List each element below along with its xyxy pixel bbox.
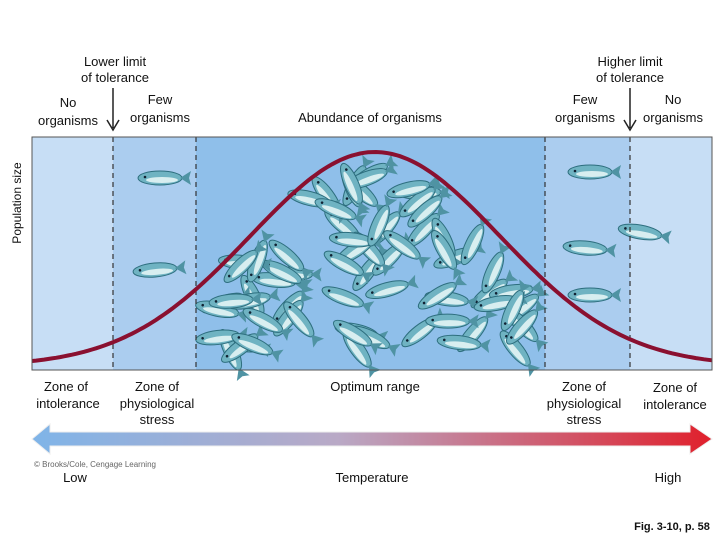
zone-label: Optimum range bbox=[330, 379, 420, 394]
x-high-label: High bbox=[655, 470, 682, 485]
fish bbox=[283, 301, 325, 348]
zone-label: Zone of intolerance bbox=[36, 379, 100, 411]
zone-label: Zone of intolerance bbox=[643, 380, 707, 412]
zone-label: Zone of physiological stress bbox=[547, 379, 622, 427]
fish bbox=[314, 198, 367, 228]
arrow-lower-limit bbox=[106, 88, 120, 132]
temperature-arrow bbox=[31, 422, 713, 456]
x-low-label: Low bbox=[63, 470, 87, 485]
fish bbox=[567, 164, 621, 180]
fish-group bbox=[132, 154, 672, 381]
fish bbox=[386, 175, 441, 199]
zone-left-intolerance bbox=[32, 137, 113, 370]
fish bbox=[425, 313, 479, 329]
fish bbox=[137, 170, 191, 186]
fish bbox=[323, 250, 375, 285]
fish bbox=[617, 223, 672, 245]
panel-border bbox=[31, 136, 713, 371]
fish bbox=[383, 230, 432, 269]
right-none-label: No organisms bbox=[643, 92, 703, 125]
fish bbox=[132, 260, 187, 278]
zone-label: Zone of physiological stress bbox=[120, 379, 195, 427]
fish bbox=[328, 231, 383, 250]
y-axis-label: Population size bbox=[10, 162, 24, 244]
higher-limit-label: Higher limit of tolerance bbox=[596, 54, 664, 85]
fish bbox=[407, 185, 453, 228]
fish bbox=[417, 273, 468, 310]
arrow-higher-limit bbox=[623, 88, 637, 132]
fish bbox=[481, 241, 512, 294]
copyright: © Brooks/Cole, Cengage Learning bbox=[34, 460, 156, 469]
left-few-label: Few organisms bbox=[130, 92, 190, 125]
fish bbox=[321, 286, 375, 315]
fish bbox=[436, 334, 491, 353]
figure-reference: Fig. 3-10, p. 58 bbox=[634, 521, 710, 533]
lower-limit-label: Lower limit of tolerance bbox=[81, 54, 149, 85]
fish bbox=[365, 274, 419, 300]
fish bbox=[231, 333, 284, 363]
fish bbox=[208, 291, 263, 309]
fish bbox=[223, 239, 268, 283]
population-curve bbox=[31, 149, 713, 363]
x-axis-label: Temperature bbox=[336, 470, 409, 485]
fish bbox=[500, 279, 532, 332]
fish bbox=[567, 287, 621, 303]
fish bbox=[340, 162, 371, 215]
right-few-label: Few organisms bbox=[555, 92, 615, 125]
fish bbox=[268, 239, 315, 281]
panel bbox=[31, 136, 713, 381]
zone-right-intolerance bbox=[630, 137, 712, 370]
abundance-label: Abundance of organisms bbox=[298, 110, 442, 125]
fish bbox=[261, 259, 313, 292]
fish bbox=[367, 194, 398, 247]
fish bbox=[332, 319, 383, 356]
left-none-label: No organisms bbox=[38, 95, 98, 128]
fish bbox=[242, 307, 294, 341]
fish bbox=[562, 240, 617, 258]
